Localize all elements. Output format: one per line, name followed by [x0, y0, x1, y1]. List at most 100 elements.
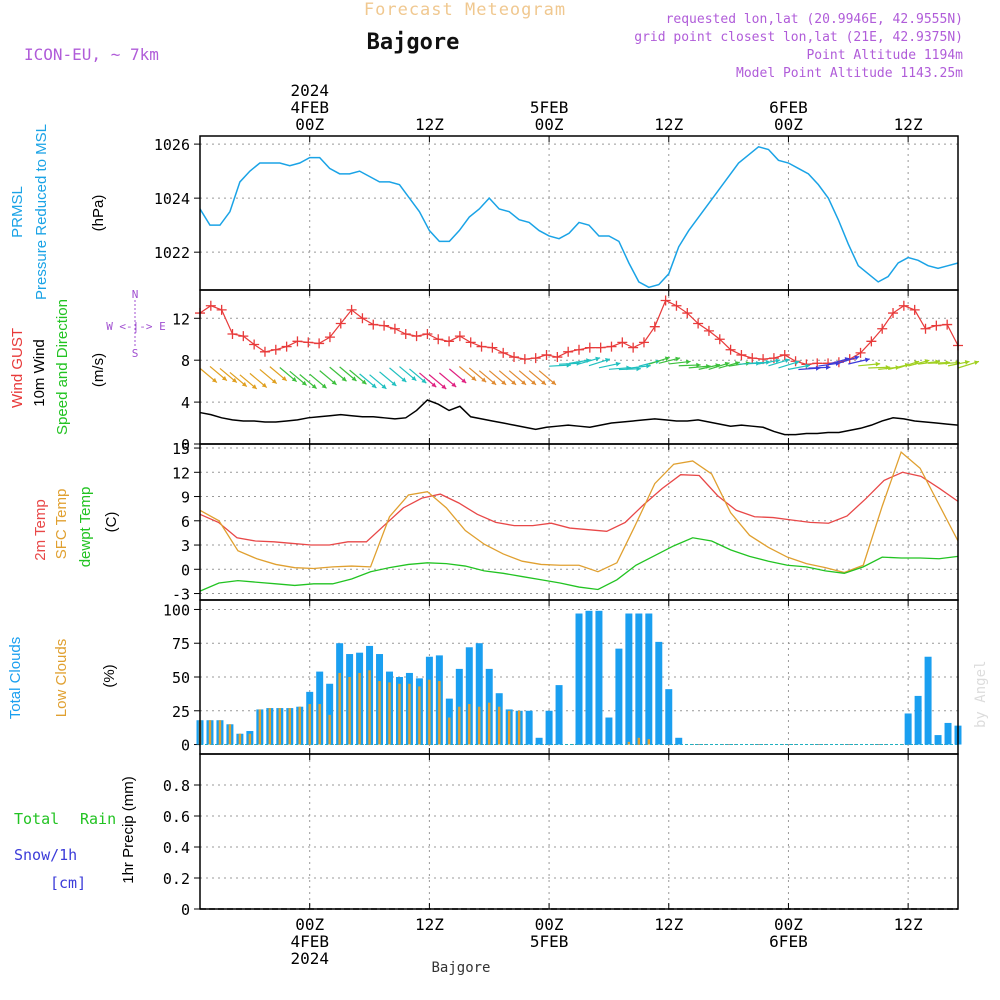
- model-altitude: Model Point Altitude 1143.25m: [736, 66, 963, 81]
- gust-marker: [270, 344, 281, 355]
- top-time-label: 00Z: [295, 115, 324, 134]
- gust-marker: [714, 334, 725, 345]
- bottom-time-label: 12Z: [894, 915, 923, 934]
- y-tick-label: 4: [181, 394, 190, 412]
- gust-marker: [314, 338, 325, 349]
- bottom-time-label: 12Z: [415, 915, 444, 934]
- wind-arrow-head: [551, 380, 556, 385]
- y-tick-label: 12: [172, 310, 190, 328]
- low-cloud-bar: [258, 709, 262, 745]
- low-cloud-bar: [637, 737, 641, 745]
- wind-arrow-head: [501, 380, 507, 385]
- low-cloud-bar: [428, 679, 431, 745]
- wind-arrow-head: [605, 358, 610, 363]
- clouds-unit: (%): [101, 664, 118, 687]
- gust-marker: [541, 349, 552, 360]
- low-cloud-bar: [478, 706, 481, 745]
- wind-arrow-head: [261, 382, 267, 388]
- low-cloud-bar: [288, 708, 291, 745]
- wind-arrow-head: [775, 358, 781, 364]
- wind-arrow-head: [724, 361, 730, 367]
- wind-arrow-head: [511, 380, 517, 385]
- y-tick-label: 0.4: [163, 839, 190, 857]
- low-cloud-bar: [627, 741, 631, 745]
- wind-arrow-head: [685, 359, 691, 365]
- wind-arrow-head: [221, 375, 227, 381]
- y-tick-label: 0.8: [163, 777, 190, 795]
- pressure-unit: (hPa): [90, 195, 107, 232]
- pressure-frame: [199, 135, 959, 291]
- total-cloud-bar: [665, 689, 673, 745]
- low-cloud-bar: [517, 710, 521, 745]
- total-cloud-bar: [475, 643, 483, 745]
- bottom-time-label: 00Z: [774, 915, 803, 934]
- precip-panel: 0 0.2 0.4 0.6 0.8: [163, 753, 959, 919]
- temp-2m-label: 2m Temp: [32, 499, 49, 560]
- wind-arrow-head: [461, 378, 467, 384]
- gust-marker: [216, 304, 227, 315]
- low-cloud-bar: [378, 681, 381, 745]
- gust-marker: [725, 344, 736, 355]
- wind-arrow-head: [615, 361, 621, 367]
- rain-label: Total: [14, 810, 59, 828]
- low-cloud-bar: [278, 708, 281, 745]
- gust-marker: [292, 336, 303, 347]
- gust-marker: [281, 341, 292, 352]
- y-tick-label: 75: [172, 635, 190, 653]
- wind-arrow-head: [401, 377, 407, 383]
- gust-marker: [649, 321, 660, 332]
- temperature-panel: -3 0 3 6 9 12 15: [172, 440, 959, 604]
- chart-title: Forecast Meteogram: [364, 0, 566, 20]
- wind-arrow-head: [431, 382, 437, 388]
- gust-marker: [920, 323, 931, 334]
- y-tick-label: 8: [181, 352, 190, 370]
- gust-marker: [324, 332, 335, 343]
- low-cloud-bar: [507, 710, 511, 745]
- low-cloud-bar: [448, 717, 451, 745]
- gust-marker: [389, 323, 400, 334]
- wind-arrow-head: [646, 363, 651, 369]
- top-time-label: 2024: [290, 81, 329, 100]
- gust-marker: [368, 319, 379, 330]
- total-cloud-bar: [904, 713, 912, 745]
- gust-marker: [227, 329, 238, 339]
- gust-marker: [606, 341, 617, 352]
- wind-arrow-head: [321, 383, 327, 389]
- gust-marker: [877, 323, 888, 334]
- total-cloud-bar: [944, 722, 952, 745]
- gust-marker: [584, 342, 595, 353]
- compass-north: N: [132, 288, 139, 301]
- wind-arrow-head: [974, 360, 979, 366]
- gust-marker: [779, 349, 790, 360]
- total-cloud-bar: [555, 685, 563, 745]
- wind-arrow-head: [784, 358, 790, 363]
- wind-frame: [199, 289, 959, 445]
- point-altitude: Point Altitude 1194m: [806, 48, 963, 63]
- low-cloud-bar: [358, 672, 361, 745]
- y-tick-label: 0.6: [163, 808, 190, 826]
- sfc-temp-label: SFC Temp: [53, 489, 70, 560]
- gust-marker: [249, 339, 260, 350]
- wind-unit: (m/s): [90, 353, 107, 387]
- wind-arrow-head: [675, 356, 681, 362]
- wind-arrow-head: [696, 362, 701, 368]
- gust-marker: [411, 331, 422, 342]
- top-time-label: 6FEB: [769, 98, 808, 117]
- total-cloud-bar: [595, 610, 603, 745]
- gust-marker: [574, 344, 584, 355]
- low-cloud-bar: [208, 720, 212, 745]
- gust-marker: [595, 342, 606, 353]
- gust-line: [199, 299, 959, 365]
- bottom-time-label: 2024: [290, 949, 329, 968]
- wind-arrow-head: [411, 376, 417, 381]
- y-tick-label: 1024: [154, 190, 190, 208]
- gust-marker: [931, 320, 942, 331]
- requested-coords: requested lon,lat (20.9946E, 42.9555N): [666, 12, 963, 27]
- wind-arrow-head: [854, 355, 860, 361]
- y-tick-label: 50: [172, 669, 190, 687]
- gust-marker: [530, 353, 541, 364]
- gust-marker: [509, 352, 520, 363]
- wind-arrow-head: [231, 377, 237, 383]
- top-time-label: 12Z: [415, 115, 444, 134]
- gust-marker: [422, 329, 433, 339]
